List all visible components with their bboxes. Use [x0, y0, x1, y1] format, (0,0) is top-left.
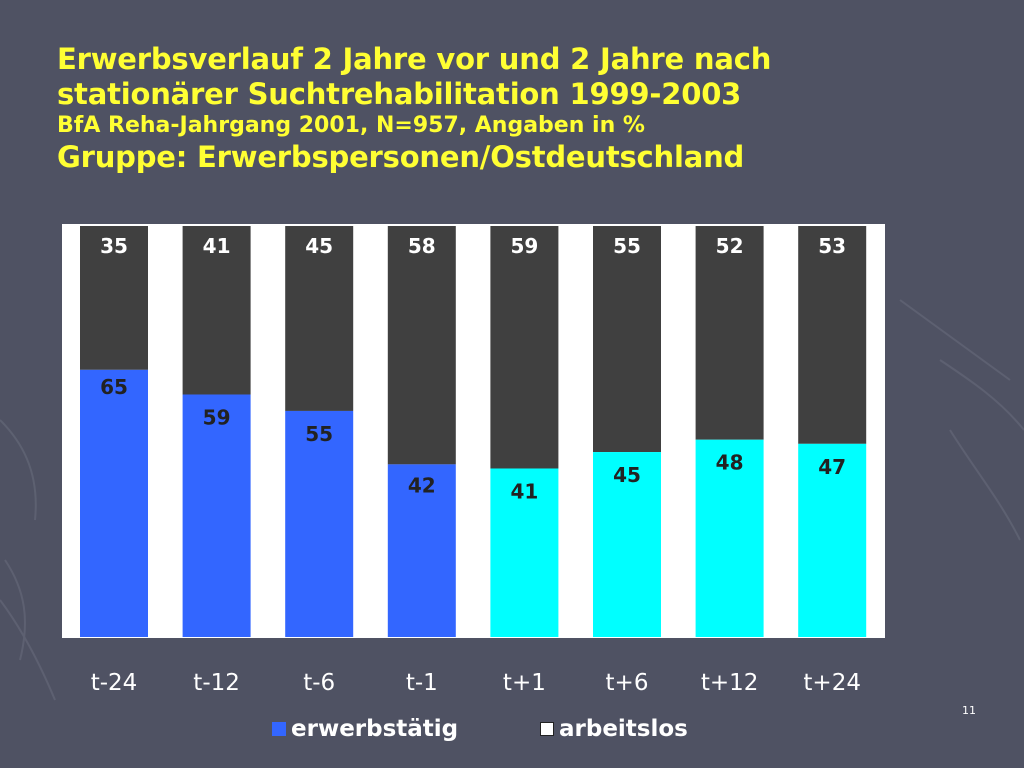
- data-label-arbeitslos-t-6: 45: [305, 234, 333, 258]
- data-label-erwerbstaetig-t-6: 55: [305, 422, 333, 446]
- page-number: 11: [962, 704, 976, 717]
- title-line-4: Gruppe: Erwerbspersonen/Ostdeutschland: [57, 140, 745, 174]
- x-tick-label-t+6: t+6: [606, 670, 649, 696]
- legend-item-arbeitslos: arbeitslos: [540, 716, 688, 742]
- bar-arbeitslos-t+12: [695, 226, 764, 440]
- data-label-erwerbstaetig-t-12: 59: [203, 406, 231, 430]
- title-line-2: stationärer Suchtrehabilitation 1999-200…: [57, 77, 742, 111]
- data-label-arbeitslos-t+6: 55: [613, 234, 641, 258]
- bar-arbeitslos-t-6: [285, 226, 354, 411]
- legend-swatch-erwerbstaetig: [272, 722, 286, 736]
- x-tick-label-t-6: t-6: [303, 670, 335, 696]
- data-label-arbeitslos-t-12: 41: [203, 234, 231, 258]
- title-line-1: Erwerbsverlauf 2 Jahre vor und 2 Jahre n…: [57, 42, 772, 76]
- data-label-erwerbstaetig-t+1: 41: [510, 479, 538, 503]
- x-tick-label-t+1: t+1: [503, 670, 546, 696]
- data-label-erwerbstaetig-t+24: 47: [818, 455, 846, 479]
- legend-label-erwerbstaetig: erwerbstätig: [291, 716, 459, 742]
- x-tick-label-t-12: t-12: [193, 670, 240, 696]
- bar-erwerbstaetig-t+6: [593, 452, 661, 637]
- bar-erwerbstaetig-t+12: [695, 439, 764, 637]
- x-tick-label-t-24: t-24: [91, 670, 138, 696]
- data-label-erwerbstaetig-t+6: 45: [613, 463, 641, 487]
- bar-arbeitslos-t+24: [798, 226, 867, 444]
- bar-arbeitslos-t-1: [387, 226, 456, 465]
- bar-erwerbstaetig-t+1: [490, 468, 559, 637]
- data-label-arbeitslos-t+1: 59: [510, 234, 538, 258]
- title-line-3: BfA Reha-Jahrgang 2001, N=957, Angaben i…: [57, 113, 645, 138]
- data-label-arbeitslos-t+24: 53: [818, 234, 846, 258]
- x-tick-label-t+24: t+24: [803, 670, 861, 696]
- chart-legend: erwerbstätig arbeitslos: [0, 716, 1024, 756]
- legend-item-erwerbstaetig: erwerbstätig: [272, 716, 458, 742]
- title-block: Erwerbsverlauf 2 Jahre vor und 2 Jahre n…: [57, 42, 771, 175]
- bar-arbeitslos-t+6: [593, 226, 661, 453]
- bar-erwerbstaetig-t-12: [182, 394, 251, 637]
- data-label-arbeitslos-t+12: 52: [716, 234, 744, 258]
- legend-swatch-arbeitslos: [540, 722, 554, 736]
- data-label-arbeitslos-t-24: 35: [100, 234, 128, 258]
- bar-erwerbstaetig-t+24: [798, 443, 867, 637]
- data-label-erwerbstaetig-t-1: 42: [408, 473, 436, 497]
- bar-arbeitslos-t+1: [490, 226, 559, 469]
- bar-erwerbstaetig-t-6: [285, 410, 354, 637]
- data-label-erwerbstaetig-t+12: 48: [716, 451, 744, 475]
- data-label-erwerbstaetig-t-24: 65: [100, 375, 128, 399]
- x-tick-label-t+12: t+12: [701, 670, 759, 696]
- bar-erwerbstaetig-t-24: [80, 369, 148, 637]
- bar-erwerbstaetig-t-1: [387, 464, 456, 637]
- x-tick-label-t-1: t-1: [406, 670, 438, 696]
- bar-arbeitslos-t-24: [80, 226, 148, 370]
- legend-label-arbeitslos: arbeitslos: [559, 716, 688, 742]
- data-label-arbeitslos-t-1: 58: [408, 234, 436, 258]
- bar-arbeitslos-t-12: [182, 226, 251, 395]
